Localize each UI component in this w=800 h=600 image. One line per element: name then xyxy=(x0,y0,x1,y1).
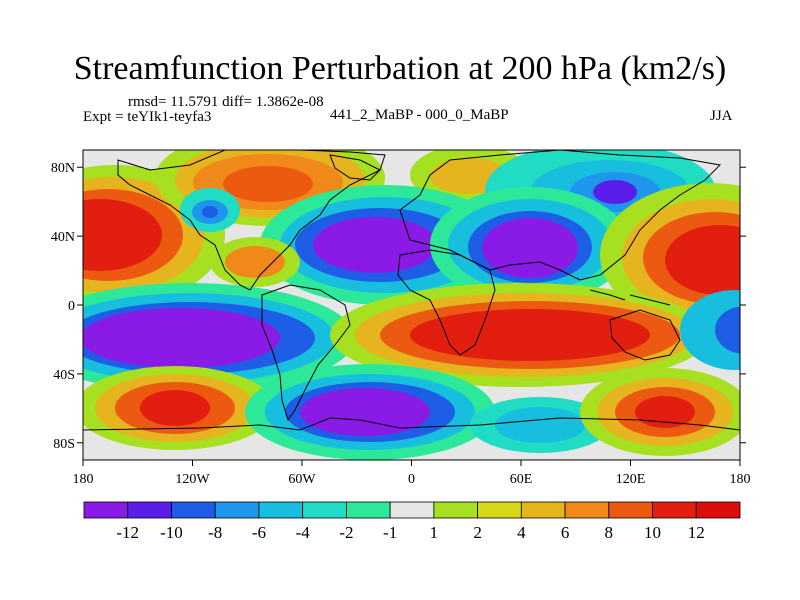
colorbar-label: 12 xyxy=(688,523,705,542)
lon-label: 120E xyxy=(616,472,646,487)
colorbar-label: 2 xyxy=(473,523,482,542)
coastline-indonesia xyxy=(589,289,671,306)
colorbar-label: -2 xyxy=(339,523,353,542)
colorbar-swatch xyxy=(389,501,435,519)
season-label: JJA xyxy=(710,108,733,124)
lon-label: 60W xyxy=(288,472,316,487)
colorbar-swatch xyxy=(477,501,522,519)
chart-title: Streamfunction Perturbation at 200 hPa (… xyxy=(73,50,727,87)
colorbar-swatch xyxy=(564,501,610,519)
southern-ocean-low xyxy=(245,364,495,460)
colorbar: -12 -10 -8 -6 -4 -2 -1 1 2 4 6 8 10 12 xyxy=(83,501,741,542)
latitude-axis: 80N 40N 0 40S 80S xyxy=(51,161,746,452)
lon-label: 180 xyxy=(730,472,751,487)
colorbar-label: -6 xyxy=(252,523,266,542)
colorbar-swatch xyxy=(302,501,347,519)
coastline-africa xyxy=(397,249,496,356)
southern-ocean-east-high xyxy=(580,368,740,456)
east-edge-low xyxy=(680,290,740,370)
colorbar-label: 4 xyxy=(517,523,526,542)
colorbar-swatch xyxy=(214,501,260,519)
colorbar-swatch xyxy=(258,501,304,519)
coastline-greenland xyxy=(329,154,381,181)
lat-label: 40S xyxy=(53,368,75,383)
lat-label: 80N xyxy=(51,161,75,176)
contour-field xyxy=(83,150,740,460)
coastline-australia xyxy=(609,309,681,361)
colorbar-label: -8 xyxy=(208,523,222,542)
colorbar-label: 8 xyxy=(605,523,614,542)
colorbar-swatch xyxy=(433,501,479,519)
colorbar-label: -4 xyxy=(296,523,311,542)
colorbar-swatch xyxy=(83,501,129,519)
colorbar-label: 10 xyxy=(644,523,661,542)
north-pacific-high-east xyxy=(600,183,740,327)
colorbar-label: -1 xyxy=(383,523,397,542)
colorbar-swatch xyxy=(127,501,172,519)
lat-label: 80S xyxy=(53,437,75,452)
caribbean-high xyxy=(210,237,300,287)
colorbar-label: 1 xyxy=(430,523,439,542)
indian-ocean-high xyxy=(330,283,710,387)
colorbar-label: -10 xyxy=(160,523,183,542)
colorbar-swatch xyxy=(608,501,653,519)
lat-label: 40N xyxy=(51,230,75,245)
experiment-label: Expt = teYIk1-teyfa3 xyxy=(83,109,212,125)
southern-pacific-high xyxy=(83,366,275,450)
colorbar-label: -12 xyxy=(116,523,139,542)
small-low-cell xyxy=(180,188,240,232)
colorbar-swatch xyxy=(652,501,697,519)
coastline-south-america xyxy=(261,284,351,422)
stats-text: rmsd= 11.5791 diff= 1.3862e-08 xyxy=(128,94,324,110)
lat-label: 0 xyxy=(68,299,75,314)
colorbar-swatch xyxy=(171,501,216,519)
southern-ocean-mid-low xyxy=(470,397,610,453)
colorbar-label: 6 xyxy=(561,523,570,542)
asia-low xyxy=(430,187,630,303)
longitude-axis: 180 120W 60W 0 60E 120E 180 xyxy=(73,460,751,487)
lon-label: 60E xyxy=(510,472,533,487)
south-pacific-low xyxy=(83,283,355,393)
lon-label: 180 xyxy=(73,472,94,487)
lon-label: 0 xyxy=(408,472,415,487)
coastline-antarctica xyxy=(83,417,740,431)
colorbar-swatch xyxy=(520,501,566,519)
experiment-name: 441_2_MaBP - 000_0_MaBP xyxy=(330,107,509,123)
colorbar-swatch xyxy=(695,501,741,519)
colorbar-swatch xyxy=(345,501,391,519)
lon-label: 120W xyxy=(175,472,210,487)
